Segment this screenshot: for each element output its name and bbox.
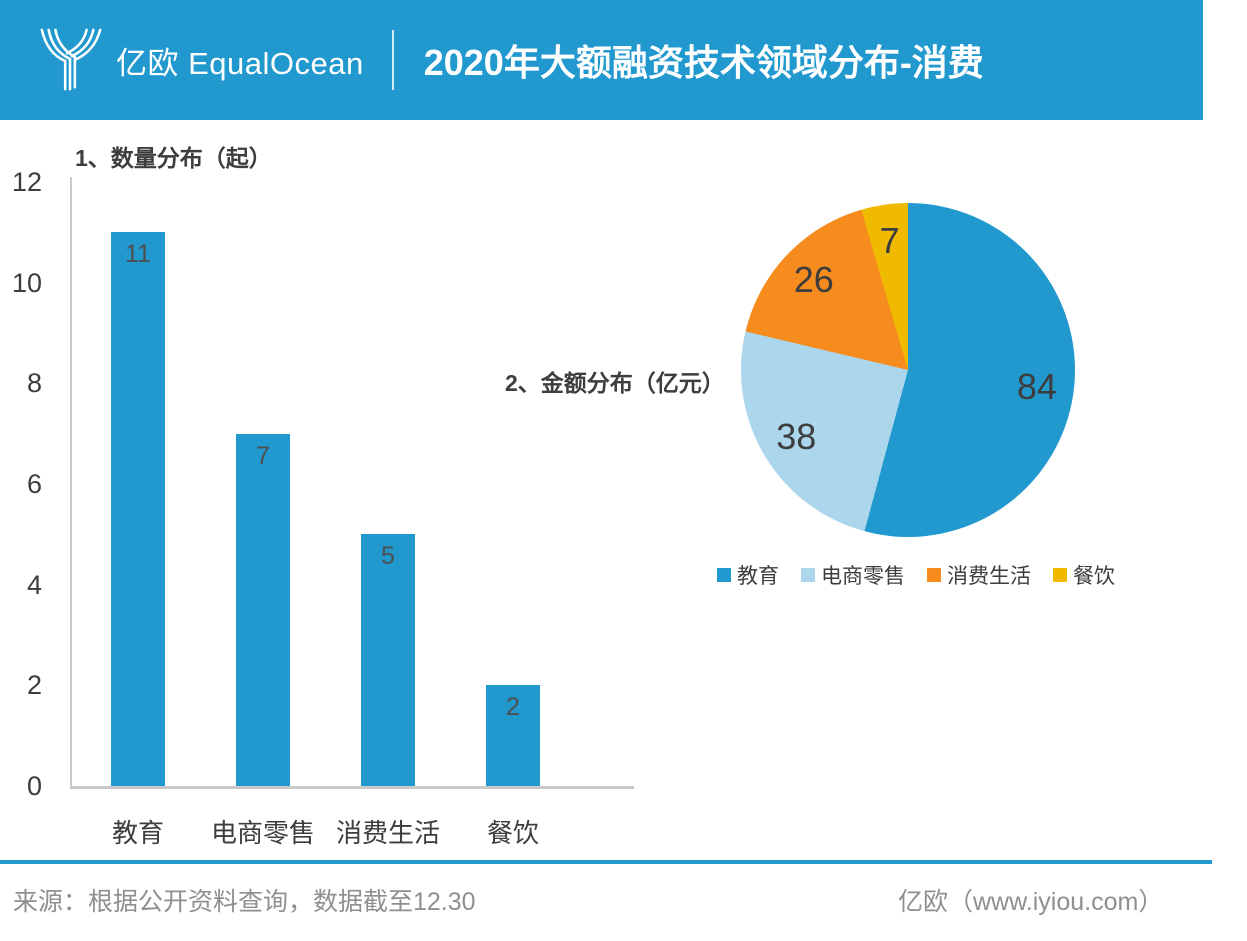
y-axis-tick-label: 4 — [26, 569, 42, 600]
pie-chart — [741, 203, 1075, 537]
bar-2: 7 — [236, 434, 290, 786]
y-axis-tick-label: 12 — [11, 167, 42, 197]
bar-category-label: 消费生活 — [335, 818, 440, 848]
legend-item-label: 消费生活 — [947, 565, 1031, 588]
legend-item-label: 教育 — [737, 565, 779, 588]
bar-category-label: 教育 — [111, 818, 164, 848]
legend-swatch-icon — [1053, 568, 1067, 582]
pie-value-label: 84 — [1016, 366, 1057, 408]
bar-value-label: 2 — [506, 693, 520, 721]
legend-swatch-icon — [717, 568, 731, 582]
bar-plot-area: 11 教育 7 电商零售 5 消费生活 2 餐饮 — [70, 177, 634, 848]
header-banner: 亿欧 EqualOcean 2020年大额融资技术领域分布-消费 — [0, 0, 1203, 120]
bar-1: 11 — [111, 232, 165, 786]
bar-value-label: 5 — [381, 542, 395, 570]
bar-3: 5 — [361, 534, 415, 786]
bar-value-label: 11 — [125, 240, 151, 268]
pie-value-label: 38 — [776, 415, 817, 457]
bar-category-label: 餐饮 — [486, 818, 539, 848]
y-axis-tick-label: 2 — [26, 670, 42, 701]
bar-value-label: 7 — [256, 442, 270, 470]
source-note: 来源：根据公开资料查询，数据截至12.30 — [13, 888, 476, 916]
bar-y-axis: 12 10 8 6 4 2 0 — [0, 168, 44, 800]
bar-chart-title: 1、数量分布（起） — [75, 145, 272, 171]
footer-divider-line — [0, 860, 1212, 864]
legend-item-4: 餐饮 — [1053, 560, 1115, 590]
y-axis-tick-label: 0 — [26, 771, 42, 801]
bar-category-label: 电商零售 — [210, 818, 315, 848]
page-title: 2020年大额融资技术领域分布-消费 — [423, 42, 984, 83]
logo-text: 亿欧 EqualOcean — [116, 45, 364, 81]
pie-value-label: 7 — [879, 220, 900, 262]
equalocean-logo-icon — [40, 28, 102, 91]
pie-chart-title: 2、金额分布（亿元） — [505, 370, 725, 396]
bar-4: 2 — [486, 685, 540, 786]
pie-legend: 教育 电商零售 消费生活 餐饮 — [717, 560, 1115, 590]
legend-item-label: 餐饮 — [1073, 565, 1115, 588]
y-axis-tick-label: 6 — [26, 469, 42, 499]
legend-item-3: 消费生活 — [927, 560, 1031, 590]
y-axis-tick-label: 8 — [26, 368, 42, 399]
legend-item-2: 电商零售 — [801, 560, 905, 590]
legend-swatch-icon — [801, 568, 815, 582]
y-axis-tick-label: 10 — [11, 267, 42, 298]
header-divider — [391, 30, 394, 90]
legend-item-1: 教育 — [717, 560, 779, 590]
legend-item-label: 电商零售 — [821, 565, 905, 588]
site-credit: 亿欧（www.iyiou.com） — [898, 888, 1164, 916]
pie-value-label: 26 — [793, 259, 834, 301]
legend-swatch-icon — [927, 568, 941, 582]
